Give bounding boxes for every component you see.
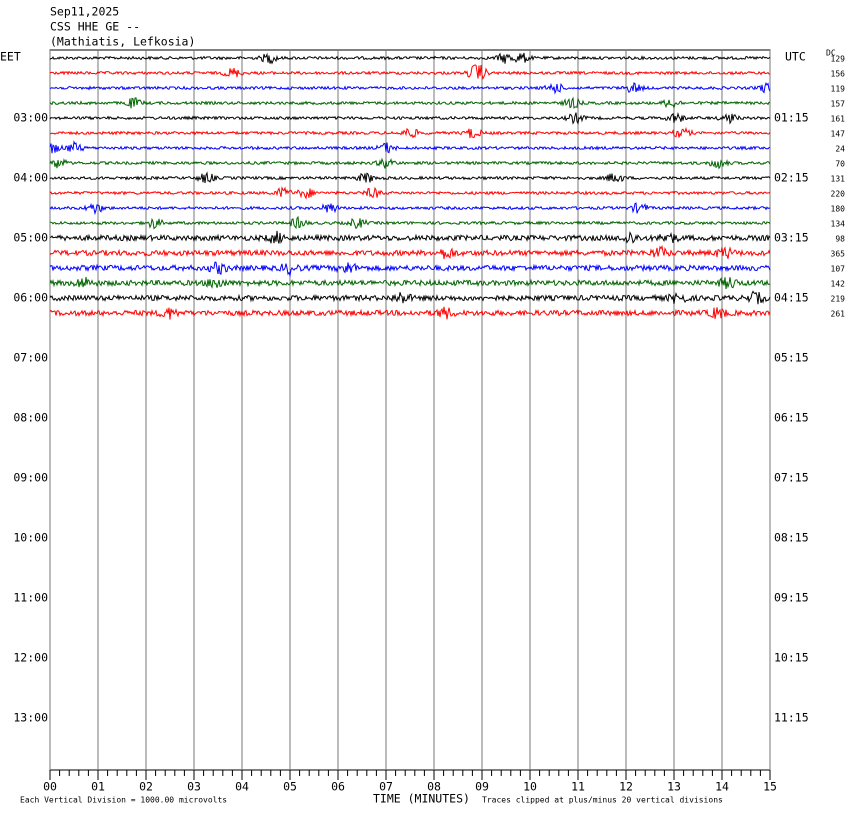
x-tick-label: 15 [763, 780, 777, 794]
dc-value: 220 [831, 190, 846, 199]
dc-value: 134 [831, 220, 846, 229]
utc-time-label: 10:15 [774, 651, 809, 665]
x-tick-label: 11 [571, 780, 585, 794]
trace [49, 306, 771, 320]
eet-time-label: 06:00 [13, 291, 48, 305]
trace [50, 230, 771, 244]
eet-time-label: 11:00 [13, 591, 48, 605]
dc-value: 261 [831, 310, 846, 319]
dc-value: 161 [831, 115, 846, 124]
dc-value: 156 [831, 70, 846, 79]
dc-value: 157 [831, 100, 846, 109]
trace [49, 81, 771, 95]
x-tick-label: 00 [43, 780, 57, 794]
eet-time-label: 05:00 [13, 231, 48, 245]
trace [49, 140, 771, 154]
dc-value: 147 [831, 130, 846, 139]
x-tick-label: 13 [667, 780, 681, 794]
trace [49, 215, 771, 230]
utc-time-label: 02:15 [774, 171, 809, 185]
title-line: CSS HHE GE -- [50, 20, 140, 34]
left-zone-label: EET [0, 50, 21, 64]
x-tick-label: 01 [91, 780, 105, 794]
eet-time-label: 09:00 [13, 471, 48, 485]
utc-time-label: 05:15 [774, 351, 809, 365]
x-tick-label: 08 [427, 780, 441, 794]
dc-value: 129 [831, 55, 846, 64]
trace [49, 261, 771, 278]
trace [49, 202, 771, 216]
x-tick-label: 06 [331, 780, 345, 794]
x-tick-label: 12 [619, 780, 633, 794]
dc-value: 131 [831, 175, 846, 184]
trace [49, 96, 771, 110]
dc-value: 24 [835, 145, 845, 154]
trace [49, 186, 771, 200]
right-zone-label: UTC [785, 50, 806, 64]
utc-time-label: 09:15 [774, 591, 809, 605]
dc-value: 70 [835, 160, 845, 169]
x-tick-label: 02 [139, 780, 153, 794]
eet-time-label: 04:00 [13, 171, 48, 185]
x-tick-label: 04 [235, 780, 249, 794]
eet-time-label: 13:00 [13, 711, 48, 725]
utc-time-label: 08:15 [774, 531, 809, 545]
trace [49, 171, 771, 184]
eet-time-label: 12:00 [13, 651, 48, 665]
trace [49, 290, 771, 305]
x-tick-label: 10 [523, 780, 537, 794]
eet-time-label: 07:00 [13, 351, 48, 365]
eet-time-label: 10:00 [13, 531, 48, 545]
eet-time-label: 08:00 [13, 411, 48, 425]
plot-frame [49, 49, 771, 771]
x-tick-label: 07 [379, 780, 393, 794]
utc-time-label: 03:15 [774, 231, 809, 245]
dc-value: 142 [831, 280, 846, 289]
trace [50, 126, 771, 139]
dc-value: 107 [831, 265, 846, 274]
x-tick-label: 09 [475, 780, 489, 794]
dc-value: 98 [835, 235, 845, 244]
dc-label: DC [826, 49, 836, 58]
utc-time-label: 06:15 [774, 411, 809, 425]
note-left: Each Vertical Division = 1000.00 microvo… [20, 796, 227, 805]
dc-value: 365 [831, 250, 846, 259]
dc-value: 219 [831, 295, 846, 304]
trace [49, 157, 771, 170]
note-right: Traces clipped at plus/minus 20 vertical… [482, 796, 723, 805]
eet-time-label: 03:00 [13, 111, 48, 125]
dc-value: 119 [831, 85, 846, 94]
title-line: (Mathiatis, Lefkosia) [50, 35, 195, 49]
x-axis-label: TIME (MINUTES) [373, 792, 470, 806]
x-tick-label: 05 [283, 780, 297, 794]
trace [49, 244, 771, 260]
trace [49, 52, 771, 65]
x-tick-label: 03 [187, 780, 201, 794]
utc-time-label: 11:15 [774, 711, 809, 725]
utc-time-label: 01:15 [774, 111, 809, 125]
utc-time-label: 04:15 [774, 291, 809, 305]
title-line: Sep11,2025 [50, 5, 119, 19]
trace [49, 64, 771, 80]
utc-time-label: 07:15 [774, 471, 809, 485]
dc-value: 180 [831, 205, 846, 214]
trace [49, 111, 771, 125]
x-tick-label: 14 [715, 780, 729, 794]
trace [49, 276, 771, 290]
